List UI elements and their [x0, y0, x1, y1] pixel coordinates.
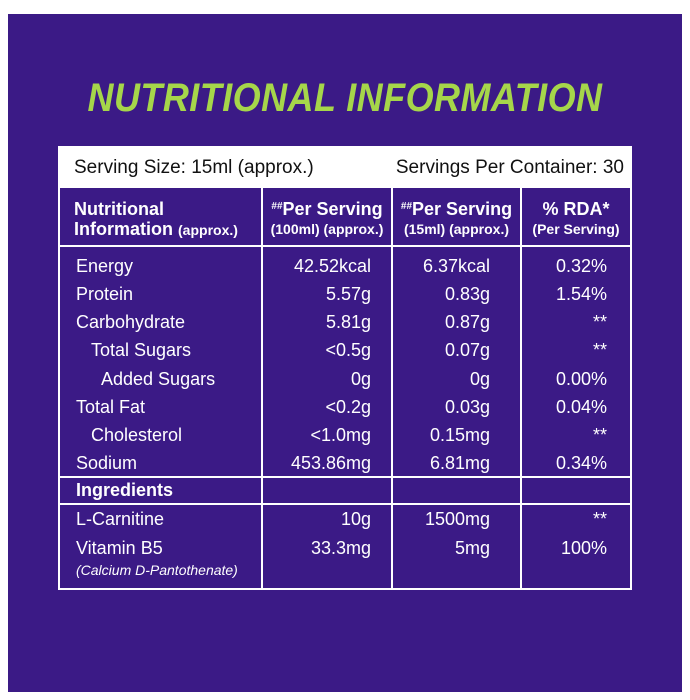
nutrient-per100: <0.5g [325, 340, 371, 360]
header-text: Per Serving [412, 199, 513, 219]
header-text: Per Serving [282, 199, 383, 219]
header-mark: ## [400, 201, 413, 212]
header-per-15ml: ##Per Serving (15ml) (approx.) [393, 197, 520, 239]
nutrient-per15: 0.83g [444, 284, 490, 304]
nutrient-per15: 0g [469, 369, 490, 389]
header-text: Information [74, 219, 173, 239]
nutrient-per15: 0.03g [444, 397, 490, 417]
nutrient-per15: 0.87g [444, 312, 490, 332]
header-subtext: (Per Serving) [532, 221, 620, 237]
nutrition-table [58, 146, 632, 590]
header-rda: % RDA* (Per Serving) [522, 199, 630, 239]
label-panel [8, 14, 682, 692]
nutrient-per100: 42.52kcal [293, 256, 371, 276]
header-subtext: (100ml) (approx.) [270, 221, 384, 237]
header-line: ##Per Serving [263, 197, 391, 219]
nutrient-name: Cholesterol [91, 425, 183, 445]
nutrient-per100: <0.2g [325, 397, 371, 417]
nutrient-rda: 1.54% [555, 284, 607, 304]
header-line: % RDA* [542, 199, 610, 219]
nutrient-per100: <1.0mg [310, 425, 371, 445]
nutrient-per15: 6.37kcal [422, 256, 490, 276]
ingredient-per100: 33.3mg [310, 538, 371, 558]
ingredient-name: Vitamin B5 [76, 538, 163, 558]
row-divider [60, 245, 630, 247]
ingredient-per15: 1500mg [424, 509, 490, 529]
serving-size: Serving Size: 15ml (approx.) [74, 157, 314, 178]
column-divider [261, 188, 263, 588]
nutrient-rda: ** [592, 312, 607, 332]
nutrient-name: Sodium [76, 453, 138, 473]
row-divider [60, 503, 630, 505]
header-mark: ## [271, 201, 283, 212]
ingredient-note: (Calcium D-Pantothenate) [76, 562, 238, 578]
nutrient-rda: ** [592, 340, 607, 360]
nutrient-name: Energy [76, 256, 134, 276]
header-line: Nutritional [74, 199, 164, 219]
column-divider [520, 188, 522, 588]
nutrient-rda: 0.00% [555, 369, 607, 389]
nutrient-per15: 0.15mg [429, 425, 490, 445]
servings-per-container: Servings Per Container: 30 [395, 157, 624, 178]
header-per-100ml: ##Per Serving (100ml) (approx.) [263, 197, 391, 239]
nutrient-name: Total Fat [76, 397, 146, 417]
nutrient-per100: 5.81g [325, 312, 371, 332]
nutrient-per15: 0.07g [444, 340, 490, 360]
nutrient-rda: 0.32% [555, 256, 607, 276]
serving-row: Serving Size: 15ml (approx.) Servings Pe… [60, 148, 630, 188]
nutrient-name: Carbohydrate [76, 312, 186, 332]
nutrient-name: Protein [76, 284, 134, 304]
ingredient-per15: 5mg [454, 538, 490, 558]
ingredients-heading: Ingredients [76, 480, 174, 500]
header-line: ##Per Serving [393, 197, 520, 219]
nutrient-name: Total Sugars [91, 340, 192, 360]
ingredient-rda: 100% [560, 538, 607, 558]
nutrient-rda: ** [592, 425, 607, 445]
header-nutritional-information: Nutritional Information (approx.) [74, 199, 238, 240]
ingredient-rda: ** [592, 509, 607, 529]
nutrient-per15: 6.81mg [429, 453, 490, 473]
header-qualifier: (approx.) [178, 222, 238, 238]
column-divider [391, 188, 393, 588]
page-title: NUTRITIONAL INFORMATION [87, 76, 603, 120]
nutrient-per100: 453.86mg [290, 453, 371, 473]
nutrient-per100: 5.57g [325, 284, 371, 304]
header-subtext: (15ml) (approx.) [403, 221, 509, 237]
header-line: Information (approx.) [74, 219, 238, 240]
ingredient-name: L-Carnitine [76, 509, 165, 529]
nutrient-rda: 0.34% [555, 453, 607, 473]
nutrient-rda: 0.04% [555, 397, 607, 417]
nutrient-name: Added Sugars [101, 369, 216, 389]
nutrient-per100: 0g [350, 369, 371, 389]
row-divider [60, 476, 630, 478]
ingredient-per100: 10g [340, 509, 371, 529]
